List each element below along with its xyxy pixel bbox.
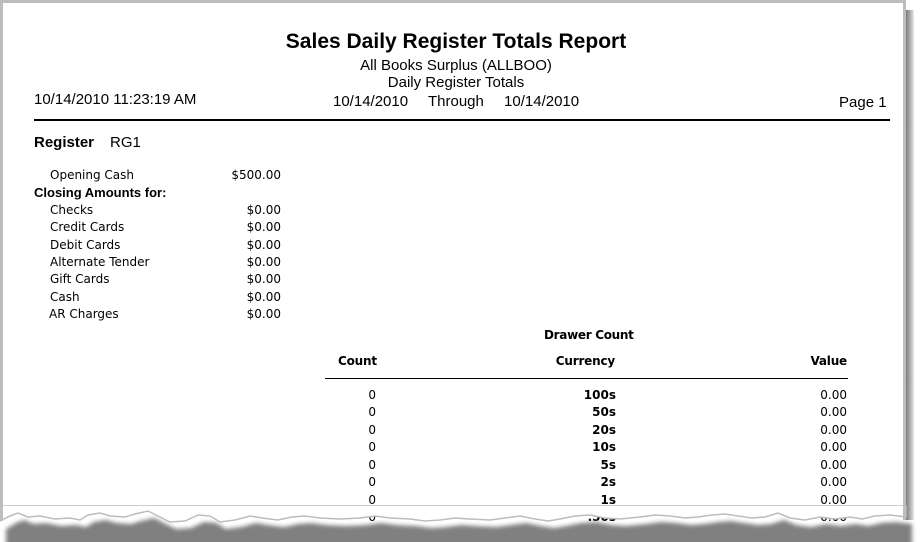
closing-amounts-header: Closing Amounts for:: [34, 185, 167, 200]
register-label: Register: [34, 134, 95, 151]
report-subtitle: Daily Register Totals: [387, 74, 525, 91]
closing-row-amount: $0.00: [246, 290, 281, 304]
company-name: All Books Surplus (ALLBOO): [360, 57, 552, 74]
column-header-value: Value: [810, 354, 847, 368]
table-cell-currency: 100s: [583, 388, 616, 402]
closing-row-amount: $0.00: [246, 255, 281, 269]
closing-row-amount: $0.00: [246, 307, 281, 321]
table-cell-currency: 20s: [592, 423, 616, 437]
page-number: Page 1: [839, 94, 887, 111]
table-cell-currency: 50s: [592, 405, 616, 419]
table-header-divider: [325, 378, 848, 379]
report-title: Sales Daily Register Totals Report: [285, 30, 627, 53]
table-cell-value: 0.00: [820, 458, 847, 472]
table-cell-value: 0.00: [820, 493, 847, 507]
column-header-currency: Currency: [555, 354, 615, 368]
drawer-count-title: Drawer Count: [544, 328, 634, 342]
closing-row-label: AR Charges: [49, 307, 119, 321]
table-cell-currency: 2s: [600, 475, 617, 489]
through-label: Through: [427, 93, 484, 110]
header-divider: [34, 119, 890, 121]
closing-row-label: Alternate Tender: [50, 255, 150, 269]
table-cell-value: 0.00: [820, 423, 847, 437]
closing-row-label: Checks: [50, 203, 94, 217]
date-from: 10/14/2010: [333, 93, 409, 110]
table-cell-currency: 10s: [592, 440, 616, 454]
page-shadow: [906, 10, 914, 520]
printed-timestamp: 10/14/2010 11:23:19 AM: [34, 91, 197, 108]
closing-row-label: Cash: [50, 290, 80, 304]
closing-row-label: Gift Cards: [50, 272, 110, 286]
opening-cash-amount: $500.00: [231, 168, 281, 182]
closing-row-label: Credit Cards: [50, 220, 125, 234]
table-cell-count: 0: [368, 423, 376, 437]
date-range: 10/14/2010 Through 10/14/2010: [333, 93, 595, 110]
report-page: Sales Daily Register Totals Report All B…: [0, 0, 906, 524]
table-cell-value: 0.00: [820, 405, 847, 419]
closing-row-amount: $0.00: [246, 203, 281, 217]
table-cell-count: 0: [368, 440, 376, 454]
register-value: RG1: [110, 134, 141, 151]
table-cell-currency: 5s: [600, 458, 617, 472]
table-cell-currency: 1s: [600, 493, 617, 507]
closing-row-amount: $0.00: [246, 238, 281, 252]
table-cell-count: 0: [368, 388, 376, 402]
date-to: 10/14/2010: [504, 93, 580, 110]
opening-cash-label: Opening Cash: [50, 168, 135, 182]
torn-paper-edge: [0, 505, 912, 542]
table-cell-count: 0: [368, 405, 376, 419]
closing-row-amount: $0.00: [246, 272, 281, 286]
table-cell-value: 0.00: [820, 475, 847, 489]
table-cell-count: 0: [368, 493, 376, 507]
table-cell-count: 0: [368, 475, 376, 489]
table-cell-value: 0.00: [820, 440, 847, 454]
table-cell-count: 0: [368, 458, 376, 472]
closing-row-label: Debit Cards: [50, 238, 121, 252]
column-header-count: Count: [338, 354, 377, 368]
closing-row-amount: $0.00: [246, 220, 281, 234]
table-cell-value: 0.00: [820, 388, 847, 402]
